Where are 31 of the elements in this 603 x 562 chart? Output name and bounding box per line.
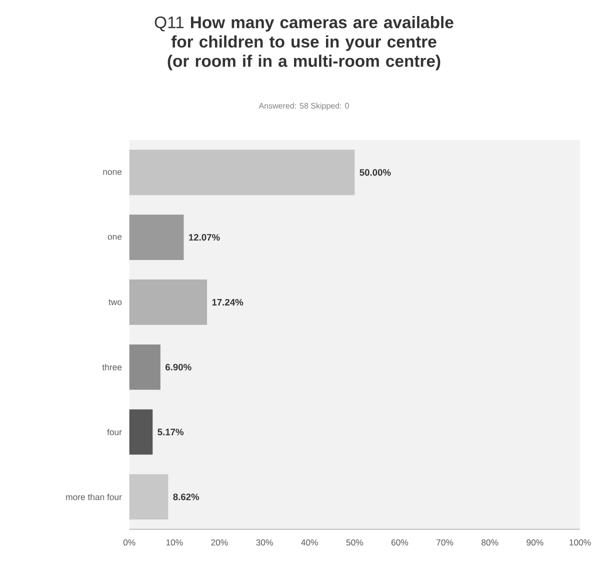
- y-tick-label: two: [108, 299, 122, 306]
- bar: [129, 214, 184, 260]
- chart-subtitle: Answered: 58 Skipped: 0: [258, 102, 349, 110]
- chart-title: Q11 How many cameras are available for children to use in your centre (or room if in a multi-room centre): [154, 16, 454, 70]
- y-tick-label: more than four: [66, 494, 122, 500]
- data-label: 5.17%: [158, 428, 184, 436]
- y-tick-label: none: [103, 170, 122, 175]
- data-label: 12.07%: [189, 234, 220, 241]
- x-tick-label: 30%: [256, 539, 273, 546]
- x-tick-label: 100%: [570, 539, 591, 546]
- data-label: 8.62%: [173, 494, 200, 500]
- data-label: 50.00%: [360, 169, 391, 176]
- x-tick-label: 70%: [436, 539, 454, 546]
- x-tick-label: 20%: [211, 539, 228, 546]
- x-tick-label: 60%: [392, 539, 408, 546]
- y-tick-label: one: [108, 234, 122, 240]
- y-tick-label: three: [102, 364, 122, 370]
- x-tick-label: 10%: [166, 539, 183, 546]
- bar: [129, 344, 160, 390]
- bar: [129, 280, 208, 325]
- x-tick-label: 90%: [526, 539, 544, 546]
- data-label: 17.24%: [212, 298, 244, 306]
- x-tick-label: 50%: [346, 539, 364, 546]
- bar: [129, 474, 168, 520]
- bar: [129, 409, 153, 455]
- x-tick-label: 0%: [123, 539, 136, 546]
- y-tick-label: four: [107, 428, 122, 436]
- x-tick-label: 80%: [482, 539, 498, 546]
- bar: [129, 150, 355, 196]
- data-label: 6.90%: [165, 364, 192, 370]
- x-tick-label: 40%: [301, 539, 318, 546]
